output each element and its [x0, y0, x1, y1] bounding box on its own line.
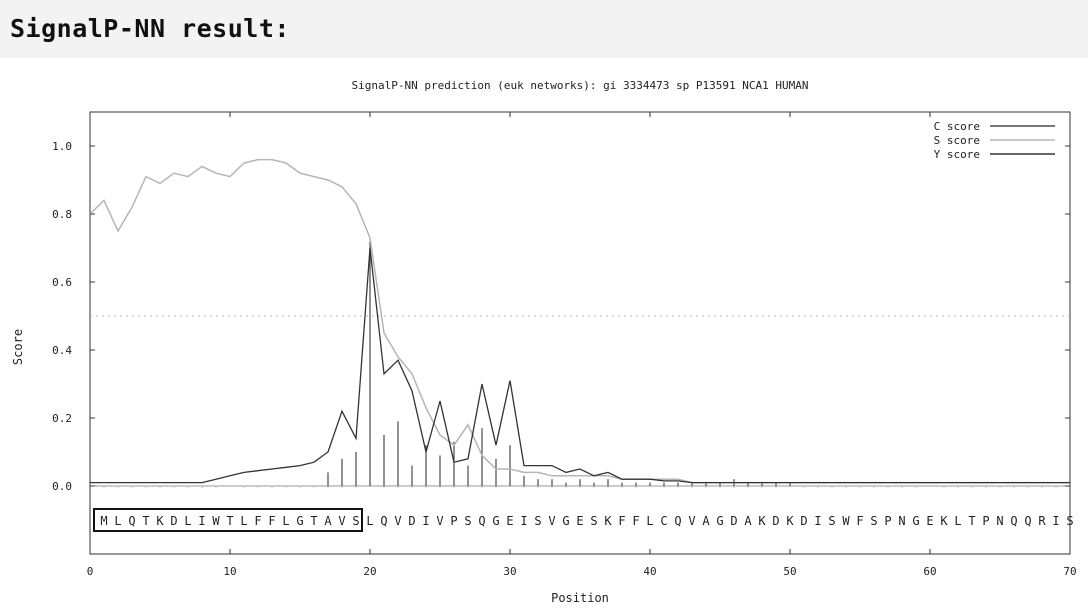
sequence-residue: A: [702, 514, 710, 528]
x-tick-label: 70: [1063, 565, 1076, 578]
sequence-residue: L: [114, 514, 121, 528]
sequence-residue: L: [184, 514, 191, 528]
sequence-residue: Q: [674, 514, 681, 528]
page-title: SignalP-NN result:: [10, 14, 290, 43]
sequence-residue: K: [758, 514, 766, 528]
y-tick-label: 0.0: [52, 480, 72, 493]
sequence-residue: M: [100, 514, 107, 528]
sequence-residue: V: [688, 514, 695, 528]
sequence-residue: D: [408, 514, 415, 528]
signal-peptide-box: [93, 508, 363, 532]
sequence-residue: L: [282, 514, 289, 528]
sequence-residue: N: [996, 514, 1003, 528]
sequence-residue: L: [240, 514, 247, 528]
y-tick-label: 1.0: [52, 140, 72, 153]
y-tick-label: 0.6: [52, 276, 72, 289]
sequence-residue: F: [856, 514, 863, 528]
sequence-residue: I: [422, 514, 429, 528]
x-tick-label: 50: [783, 565, 796, 578]
x-tick-label: 40: [643, 565, 656, 578]
sequence-residue: Q: [128, 514, 135, 528]
sequence-residue: K: [156, 514, 164, 528]
sequence-residue: Q: [1024, 514, 1031, 528]
sequence-residue: E: [926, 514, 933, 528]
signalp-chart: SignalP-NN prediction (euk networks): gi…: [11, 79, 1077, 605]
x-tick-label: 0: [87, 565, 94, 578]
sequence-residue: Q: [380, 514, 387, 528]
sequence-residue: D: [772, 514, 779, 528]
sequence-residue: P: [450, 514, 457, 528]
sequence-residue: V: [548, 514, 555, 528]
y-axis-label: Score: [11, 329, 25, 365]
sequence-residue: V: [436, 514, 443, 528]
sequence-residue: L: [646, 514, 653, 528]
sequence-residue: T: [142, 514, 149, 528]
sequence-residue: V: [394, 514, 401, 528]
sequence-residue: P: [884, 514, 891, 528]
sequence-residue: L: [954, 514, 961, 528]
sequence-residue: C: [660, 514, 667, 528]
sequence-residue: S: [352, 514, 359, 528]
x-tick-label: 30: [503, 565, 516, 578]
sequence-residue: E: [506, 514, 513, 528]
y-tick-label: 0.8: [52, 208, 72, 221]
sequence-residue: S: [1066, 514, 1073, 528]
sequence-residue: D: [170, 514, 177, 528]
sequence-residue: S: [590, 514, 597, 528]
legend-label: S score: [934, 134, 980, 147]
sequence-residue: G: [492, 514, 499, 528]
sequence-residue: I: [814, 514, 821, 528]
sequence-residue: Q: [478, 514, 485, 528]
sequence-residue: W: [842, 514, 850, 528]
sequence-residue: T: [310, 514, 317, 528]
sequence-residue: T: [226, 514, 233, 528]
sequence-residue: L: [366, 514, 373, 528]
legend-label: Y score: [934, 148, 980, 161]
sequence-residue: D: [800, 514, 807, 528]
y-tick-label: 0.2: [52, 412, 72, 425]
x-tick-label: 20: [363, 565, 376, 578]
sequence-residue: K: [786, 514, 794, 528]
x-axis-label: Position: [551, 591, 609, 605]
y-tick-label: 0.4: [52, 344, 72, 357]
sequence-residue: V: [338, 514, 345, 528]
sequence-residue: I: [1052, 514, 1059, 528]
sequence-residue: P: [982, 514, 989, 528]
sequence-residue: F: [618, 514, 625, 528]
sequence-residue: N: [898, 514, 905, 528]
header-bar: [0, 0, 1088, 58]
sequence-residue: T: [968, 514, 975, 528]
y-score-line: [90, 247, 1070, 484]
sequence-residue: E: [576, 514, 583, 528]
sequence-residue: G: [296, 514, 303, 528]
sequence-residue: R: [1038, 514, 1046, 528]
x-tick-label: 60: [923, 565, 936, 578]
sequence-residue: K: [940, 514, 948, 528]
sequence-residue: I: [198, 514, 205, 528]
sequence-residue: F: [268, 514, 275, 528]
sequence-residue: W: [212, 514, 220, 528]
legend-label: C score: [934, 120, 980, 133]
x-tick-label: 10: [223, 565, 236, 578]
sequence-residue: I: [520, 514, 527, 528]
sequence-residue: S: [534, 514, 541, 528]
sequence-residue: K: [604, 514, 612, 528]
sequence-residue: D: [730, 514, 737, 528]
chart-title: SignalP-NN prediction (euk networks): gi…: [352, 79, 809, 92]
sequence-residue: A: [324, 514, 332, 528]
sequence-residue: G: [716, 514, 723, 528]
sequence-residue: F: [632, 514, 639, 528]
sequence-residue: G: [562, 514, 569, 528]
sequence-residue: S: [828, 514, 835, 528]
sequence-residue: A: [744, 514, 752, 528]
sequence-residue: F: [254, 514, 261, 528]
sequence-residue: G: [912, 514, 919, 528]
sequence-residue: S: [464, 514, 471, 528]
sequence-residue: Q: [1010, 514, 1017, 528]
sequence-residue: S: [870, 514, 877, 528]
